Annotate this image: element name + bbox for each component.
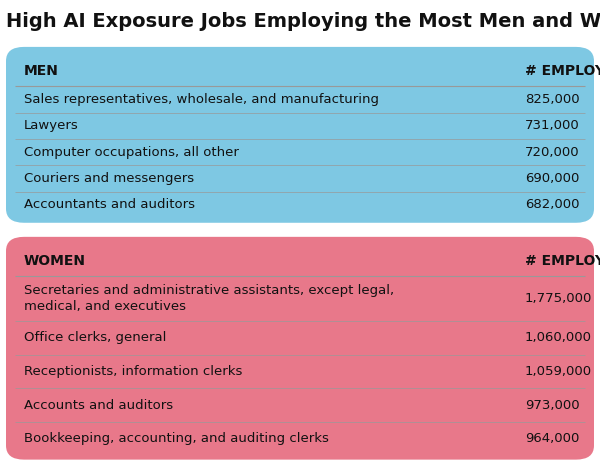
Text: Sales representatives, wholesale, and manufacturing: Sales representatives, wholesale, and ma… xyxy=(24,93,379,106)
Text: 973,000: 973,000 xyxy=(525,399,580,412)
Text: 1,775,000: 1,775,000 xyxy=(525,292,592,305)
Text: 825,000: 825,000 xyxy=(525,93,580,106)
FancyBboxPatch shape xyxy=(6,237,594,460)
Text: Computer occupations, all other: Computer occupations, all other xyxy=(24,146,239,159)
Text: Lawyers: Lawyers xyxy=(24,119,79,132)
Text: 720,000: 720,000 xyxy=(525,146,580,159)
Text: 690,000: 690,000 xyxy=(525,172,580,185)
Text: Office clerks, general: Office clerks, general xyxy=(24,331,166,344)
Text: WOMEN: WOMEN xyxy=(24,254,86,268)
Text: Receptionists, information clerks: Receptionists, information clerks xyxy=(24,365,242,378)
Text: 964,000: 964,000 xyxy=(525,432,580,446)
Text: 731,000: 731,000 xyxy=(525,119,580,132)
Text: MEN: MEN xyxy=(24,64,59,78)
Text: Accounts and auditors: Accounts and auditors xyxy=(24,399,173,412)
Text: # EMPLOYED: # EMPLOYED xyxy=(525,254,600,268)
Text: Accountants and auditors: Accountants and auditors xyxy=(24,198,195,212)
Text: Secretaries and administrative assistants, except legal,
medical, and executives: Secretaries and administrative assistant… xyxy=(24,284,394,313)
FancyBboxPatch shape xyxy=(6,47,594,223)
Text: 1,060,000: 1,060,000 xyxy=(525,331,592,344)
Text: Couriers and messengers: Couriers and messengers xyxy=(24,172,194,185)
Text: High AI Exposure Jobs Employing the Most Men and Women: High AI Exposure Jobs Employing the Most… xyxy=(6,12,600,31)
Text: # EMPLOYED: # EMPLOYED xyxy=(525,64,600,78)
Text: Bookkeeping, accounting, and auditing clerks: Bookkeeping, accounting, and auditing cl… xyxy=(24,432,329,446)
Text: 682,000: 682,000 xyxy=(525,198,580,212)
Text: 1,059,000: 1,059,000 xyxy=(525,365,592,378)
